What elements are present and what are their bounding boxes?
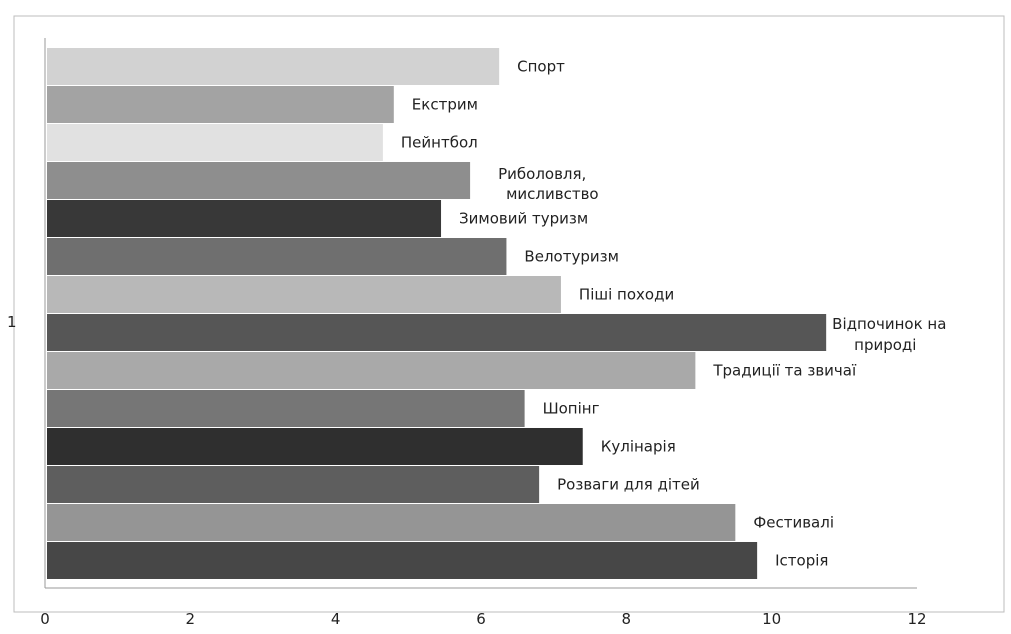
bar-пейнтбол xyxy=(47,124,383,161)
bar-кулінарія xyxy=(47,428,583,465)
bar-label: Фестивалі xyxy=(753,514,834,532)
bar-label: Риболовля, мисливство xyxy=(498,165,598,203)
bar-label: Екстрим xyxy=(412,96,478,114)
bar-label: Розваги для дітей xyxy=(557,476,700,494)
bar-label: Зимовий туризм xyxy=(459,210,588,228)
bar-піші-походи xyxy=(47,276,561,313)
x-tick-label: 4 xyxy=(331,610,341,628)
bar-риболовля-мисливство xyxy=(47,162,471,199)
x-tick-label: 10 xyxy=(762,610,781,628)
bar-велотуризм xyxy=(47,238,507,275)
x-ticks-group: 0 2 4 6 8 10 12 xyxy=(40,610,926,628)
bar-label: Історія xyxy=(775,552,828,570)
bar-фестивалі xyxy=(47,504,736,541)
bar-шопінг xyxy=(47,390,525,427)
x-tick-label: 0 xyxy=(40,610,50,628)
x-tick-label: 2 xyxy=(186,610,196,628)
y-category-label: 1 xyxy=(7,313,17,331)
x-tick-label: 8 xyxy=(622,610,632,628)
chart-frame xyxy=(13,15,1005,613)
bar-label: Шопінг xyxy=(543,400,600,418)
bar-label: Спорт xyxy=(517,58,565,76)
x-tick-label: 12 xyxy=(907,610,926,628)
bar-спорт xyxy=(47,48,500,85)
bar-екстрим xyxy=(47,86,394,123)
bar-зимовий-туризм xyxy=(47,200,442,237)
bar-label: Пейнтбол xyxy=(401,134,478,152)
bar-label: Традиції та звичаї xyxy=(712,362,857,380)
bar-label: Відпочинок на природі xyxy=(832,315,946,354)
bar-відпочинок-на-природі xyxy=(47,314,827,351)
bar-label: Велотуризм xyxy=(524,248,618,266)
x-tick-label: 6 xyxy=(476,610,486,628)
bar-традиції-та-звичаї xyxy=(47,352,696,389)
bar-історія xyxy=(47,542,758,579)
bars-group: Спорт Екстрим Пейнтбол Риболовля, мисливство… xyxy=(47,48,946,579)
bar-розваги-для-дітей xyxy=(47,466,540,503)
bar-label: Піші походи xyxy=(579,286,674,304)
bar-label: Кулінарія xyxy=(601,438,676,456)
